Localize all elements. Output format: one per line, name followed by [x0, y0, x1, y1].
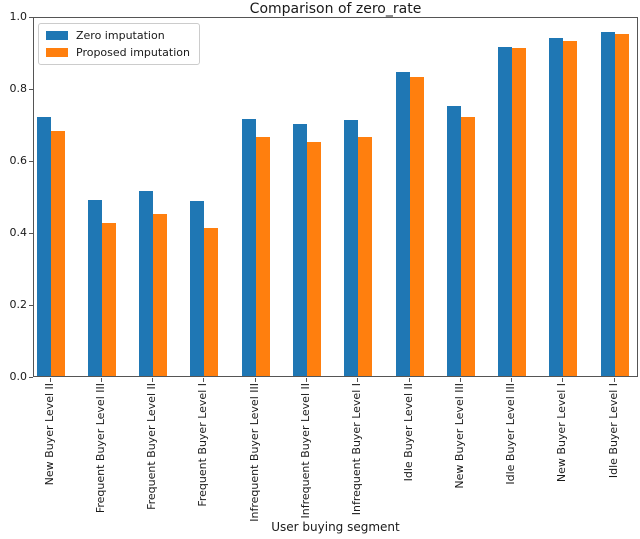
- legend-item: Proposed imputation: [46, 45, 190, 60]
- bar-zero-imputation: [600, 32, 615, 376]
- bar-zero-imputation: [241, 118, 256, 376]
- legend-swatch: [46, 31, 68, 40]
- x-axis-tick: [408, 378, 410, 382]
- bar-proposed-imputation: [101, 223, 116, 376]
- legend: Zero imputation Proposed imputation: [38, 23, 200, 65]
- x-axis-tick: [459, 378, 461, 382]
- x-axis-tick-label: Infrequent Buyer Level I: [350, 383, 364, 516]
- bar-zero-imputation: [395, 71, 410, 376]
- x-axis-tick-label: Idle Buyer Level II: [401, 383, 415, 482]
- bar-zero-imputation: [446, 106, 461, 376]
- x-axis-tick-label: Frequent Buyer Level II: [145, 383, 159, 510]
- bar-proposed-imputation: [204, 228, 219, 376]
- x-axis-tick-label: New Buyer Level I: [555, 383, 569, 483]
- y-axis-tick-label: 0.4: [9, 226, 28, 239]
- x-axis-tick-label: Infrequent Buyer Level II: [299, 383, 312, 519]
- x-axis-tick: [306, 378, 307, 382]
- y-axis-tick: [29, 304, 33, 306]
- legend-label: Zero imputation: [76, 29, 165, 42]
- bar-proposed-imputation: [563, 41, 578, 376]
- y-axis-tick: [29, 232, 33, 234]
- x-axis-tick-label: Idle Buyer Level I: [606, 383, 620, 479]
- chart-title: Comparison of zero_rate: [249, 1, 422, 17]
- x-axis-tick-label: Frequent Buyer Level I: [196, 383, 210, 507]
- x-axis-tick: [49, 378, 51, 382]
- x-axis-tick-label: Infrequent Buyer Level III: [247, 383, 261, 522]
- bar-proposed-imputation: [255, 136, 270, 376]
- bar-zero-imputation: [344, 120, 359, 376]
- bar-zero-imputation: [190, 201, 205, 376]
- y-axis-tick-label: 0.6: [9, 154, 28, 167]
- x-axis-tick: [203, 378, 205, 382]
- y-axis-tick-label: 0.0: [9, 370, 28, 383]
- bar-proposed-imputation: [409, 77, 424, 376]
- bar-zero-imputation: [498, 46, 513, 376]
- x-axis-tick: [152, 378, 154, 382]
- y-axis-tick: [29, 88, 33, 90]
- x-axis-tick-label: Frequent Buyer Level III: [93, 383, 107, 514]
- y-axis-tick-label: 0.8: [9, 82, 28, 95]
- y-axis-tick-label: 1.0: [9, 10, 28, 23]
- bar-proposed-imputation: [614, 34, 629, 376]
- bar-zero-imputation: [549, 37, 564, 376]
- x-axis-tick: [613, 378, 615, 382]
- x-axis-tick-label: New Buyer Level II: [42, 383, 56, 486]
- y-axis-tick: [29, 16, 33, 18]
- x-axis-tick: [100, 378, 102, 382]
- bar-proposed-imputation: [307, 142, 321, 376]
- bar-proposed-imputation: [460, 116, 475, 376]
- x-axis-tick: [357, 378, 359, 382]
- y-axis-tick: [29, 160, 33, 162]
- bar-zero-imputation: [139, 190, 154, 376]
- x-axis-tick: [254, 378, 256, 382]
- x-axis-tick-label: Idle Buyer Level III: [504, 383, 518, 485]
- x-axis-tick: [562, 378, 564, 382]
- x-axis-label: User buying segment: [271, 520, 400, 534]
- x-axis-tick-label: New Buyer Level III: [452, 383, 466, 489]
- bar-zero-imputation: [293, 124, 307, 376]
- bar-proposed-imputation: [153, 214, 168, 376]
- y-axis-tick-label: 0.2: [9, 298, 28, 311]
- bar-proposed-imputation: [512, 48, 527, 376]
- bar-zero-imputation: [36, 116, 51, 376]
- plot-area: Zero imputation Proposed imputation: [33, 17, 638, 377]
- legend-label: Proposed imputation: [76, 46, 190, 59]
- bar-zero-imputation: [87, 199, 102, 376]
- y-axis-tick: [29, 376, 33, 378]
- bar-proposed-imputation: [358, 136, 373, 376]
- legend-swatch: [46, 48, 68, 57]
- legend-item: Zero imputation: [46, 28, 190, 43]
- x-axis-tick: [511, 378, 513, 382]
- bar-proposed-imputation: [50, 131, 65, 376]
